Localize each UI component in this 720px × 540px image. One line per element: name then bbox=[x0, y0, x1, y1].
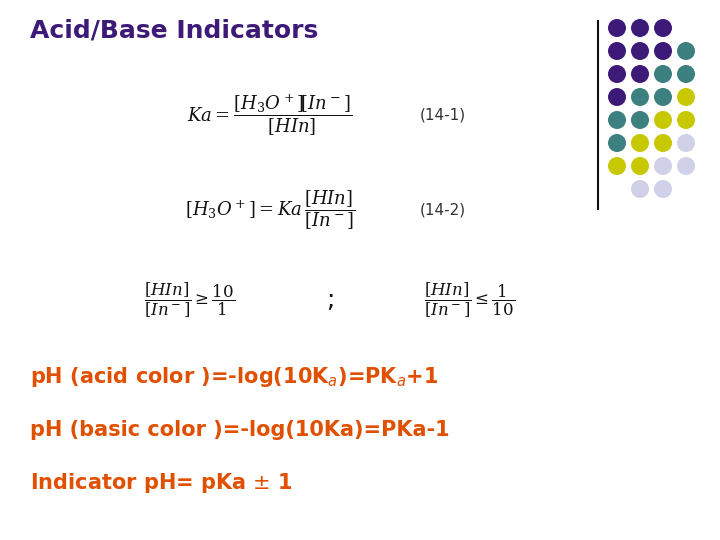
Text: pH (basic color )=-log(10Ka)=PKa-1: pH (basic color )=-log(10Ka)=PKa-1 bbox=[30, 420, 449, 440]
Circle shape bbox=[631, 19, 649, 37]
Text: Acid/Base Indicators: Acid/Base Indicators bbox=[30, 18, 318, 42]
Circle shape bbox=[608, 42, 626, 60]
Circle shape bbox=[631, 42, 649, 60]
Text: $Ka = \dfrac{\left[H_3O^+\right]\!\left[In^-\right]}{\left[HIn\right]}$: $Ka = \dfrac{\left[H_3O^+\right]\!\left[… bbox=[187, 92, 353, 138]
Circle shape bbox=[608, 65, 626, 83]
Circle shape bbox=[631, 180, 649, 198]
Text: $\dfrac{\left[HIn\right]}{\left[In^-\right]} \geq \dfrac{10}{1}$: $\dfrac{\left[HIn\right]}{\left[In^-\rig… bbox=[145, 280, 235, 320]
Circle shape bbox=[677, 111, 695, 129]
Circle shape bbox=[654, 134, 672, 152]
Circle shape bbox=[654, 19, 672, 37]
Circle shape bbox=[608, 157, 626, 175]
Circle shape bbox=[654, 111, 672, 129]
Circle shape bbox=[654, 88, 672, 106]
Circle shape bbox=[677, 134, 695, 152]
Circle shape bbox=[677, 42, 695, 60]
Text: pH (acid color )=-log(10K$_a$)=PK$_a$+1: pH (acid color )=-log(10K$_a$)=PK$_a$+1 bbox=[30, 365, 438, 389]
Circle shape bbox=[654, 42, 672, 60]
Circle shape bbox=[608, 19, 626, 37]
Circle shape bbox=[677, 157, 695, 175]
Circle shape bbox=[654, 157, 672, 175]
Circle shape bbox=[631, 134, 649, 152]
Circle shape bbox=[631, 111, 649, 129]
Circle shape bbox=[631, 65, 649, 83]
Text: $\left[H_3O^+\right] = Ka\,\dfrac{\left[HIn\right]}{\left[In^-\right]}$: $\left[H_3O^+\right] = Ka\,\dfrac{\left[… bbox=[185, 188, 355, 232]
Circle shape bbox=[654, 180, 672, 198]
Circle shape bbox=[654, 65, 672, 83]
Circle shape bbox=[608, 88, 626, 106]
Circle shape bbox=[631, 88, 649, 106]
Circle shape bbox=[677, 65, 695, 83]
Circle shape bbox=[677, 88, 695, 106]
Circle shape bbox=[608, 111, 626, 129]
Text: ;: ; bbox=[326, 288, 334, 312]
Text: Indicator pH= pKa $\pm$ 1: Indicator pH= pKa $\pm$ 1 bbox=[30, 471, 292, 495]
Circle shape bbox=[608, 134, 626, 152]
Circle shape bbox=[631, 157, 649, 175]
Text: (14-1): (14-1) bbox=[420, 107, 466, 123]
Text: $\dfrac{\left[HIn\right]}{\left[In^-\right]} \leq \dfrac{1}{10}$: $\dfrac{\left[HIn\right]}{\left[In^-\rig… bbox=[425, 280, 516, 320]
Text: (14-2): (14-2) bbox=[420, 202, 466, 218]
